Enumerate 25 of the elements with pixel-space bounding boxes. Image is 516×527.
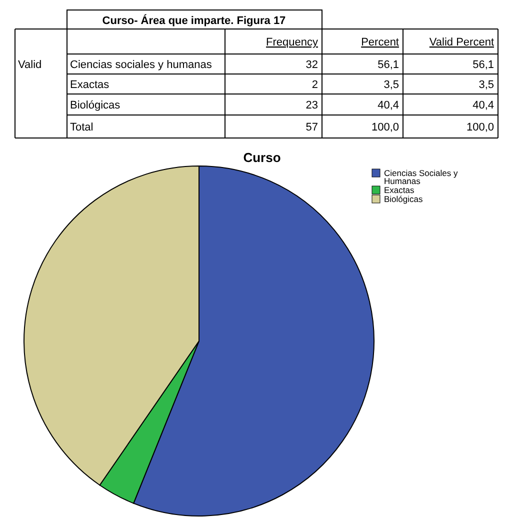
text: Percent bbox=[361, 36, 399, 48]
text: Ciencias sociales y humanas bbox=[70, 59, 212, 71]
text: 57 bbox=[306, 122, 318, 134]
text: Curso- Área que imparte. Figura 17 bbox=[102, 14, 286, 27]
legend-label: Exactas bbox=[384, 185, 414, 195]
legend-label: Ciencias Sociales y Humanas bbox=[384, 168, 458, 186]
text: Frequency bbox=[266, 36, 318, 48]
text: 100,0 bbox=[466, 122, 494, 134]
text: Exactas bbox=[70, 79, 110, 91]
text: Biológicas bbox=[70, 100, 121, 112]
text: Valid bbox=[18, 59, 42, 71]
text: 3,5 bbox=[384, 79, 399, 91]
chart-title: Curso bbox=[243, 150, 281, 165]
text: 3,5 bbox=[478, 79, 494, 91]
text: 23 bbox=[306, 100, 318, 112]
text: 40,4 bbox=[378, 100, 399, 112]
text: 56,1 bbox=[378, 59, 399, 71]
text: 56,1 bbox=[472, 59, 494, 71]
legend-label: Biológicas bbox=[384, 194, 423, 204]
text: 2 bbox=[312, 79, 318, 91]
text: Valid Percent bbox=[429, 36, 494, 48]
text: 40,4 bbox=[472, 100, 494, 112]
text: Total bbox=[70, 122, 94, 134]
text: 32 bbox=[306, 59, 318, 71]
text: 100,0 bbox=[371, 122, 399, 134]
